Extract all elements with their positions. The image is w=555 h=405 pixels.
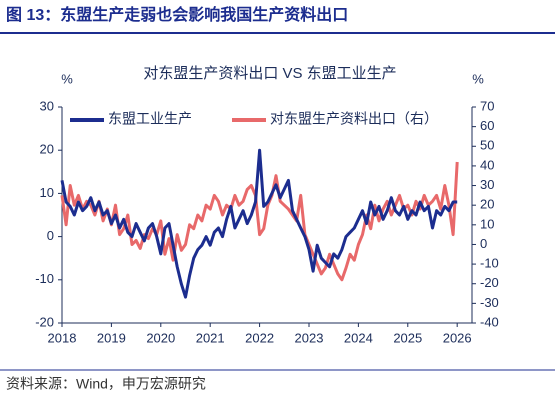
- x-tick-label: 2024: [344, 330, 373, 345]
- y2-tick-label: -30: [480, 295, 499, 310]
- x-tick-label: 2023: [295, 330, 324, 345]
- y2-tick-label: 70: [480, 98, 494, 113]
- y2-tick-label: 10: [480, 216, 494, 231]
- y-tick-label: 10: [40, 185, 54, 200]
- y2-tick-label: 20: [480, 197, 494, 212]
- y2-tick-label: 30: [480, 177, 494, 192]
- x-tick-label: 2021: [196, 330, 225, 345]
- y2-tick-label: 50: [480, 138, 494, 153]
- y-tick-label: -20: [35, 314, 54, 329]
- y2-tick-label: -40: [480, 314, 499, 329]
- y2-tick-label: -10: [480, 256, 499, 271]
- x-tick-label: 2020: [146, 330, 175, 345]
- x-tick-label: 2019: [97, 330, 126, 345]
- x-tick-label: 2026: [443, 330, 472, 345]
- legend-label: 东盟工业生产: [108, 111, 192, 127]
- y-axis-label: %: [61, 71, 73, 86]
- y2-axis-label: %: [472, 71, 484, 86]
- series-line: [60, 148, 458, 299]
- series-line: [60, 161, 459, 282]
- y2-tick-label: -20: [480, 275, 499, 290]
- y2-tick-label: 0: [480, 236, 487, 251]
- x-tick-label: 2018: [48, 330, 77, 345]
- y-tick-label: 30: [40, 98, 54, 113]
- header-title: 图 13：东盟生产走弱也会影响我国生产资料出口: [6, 5, 348, 24]
- legend-label: 对东盟生产资料出口（右）: [270, 111, 438, 127]
- x-tick-label: 2022: [245, 330, 274, 345]
- y2-tick-label: 60: [480, 118, 494, 133]
- y-tick-label: 0: [47, 228, 54, 243]
- y-tick-label: 20: [40, 142, 54, 157]
- y-tick-label: -10: [35, 271, 54, 286]
- source-note: 资料来源：Wind，申万宏源研究: [6, 376, 206, 392]
- y2-tick-label: 40: [480, 157, 494, 172]
- x-tick-label: 2025: [393, 330, 422, 345]
- chart-title: 对东盟生产资料出口 VS 东盟工业生产: [143, 65, 396, 82]
